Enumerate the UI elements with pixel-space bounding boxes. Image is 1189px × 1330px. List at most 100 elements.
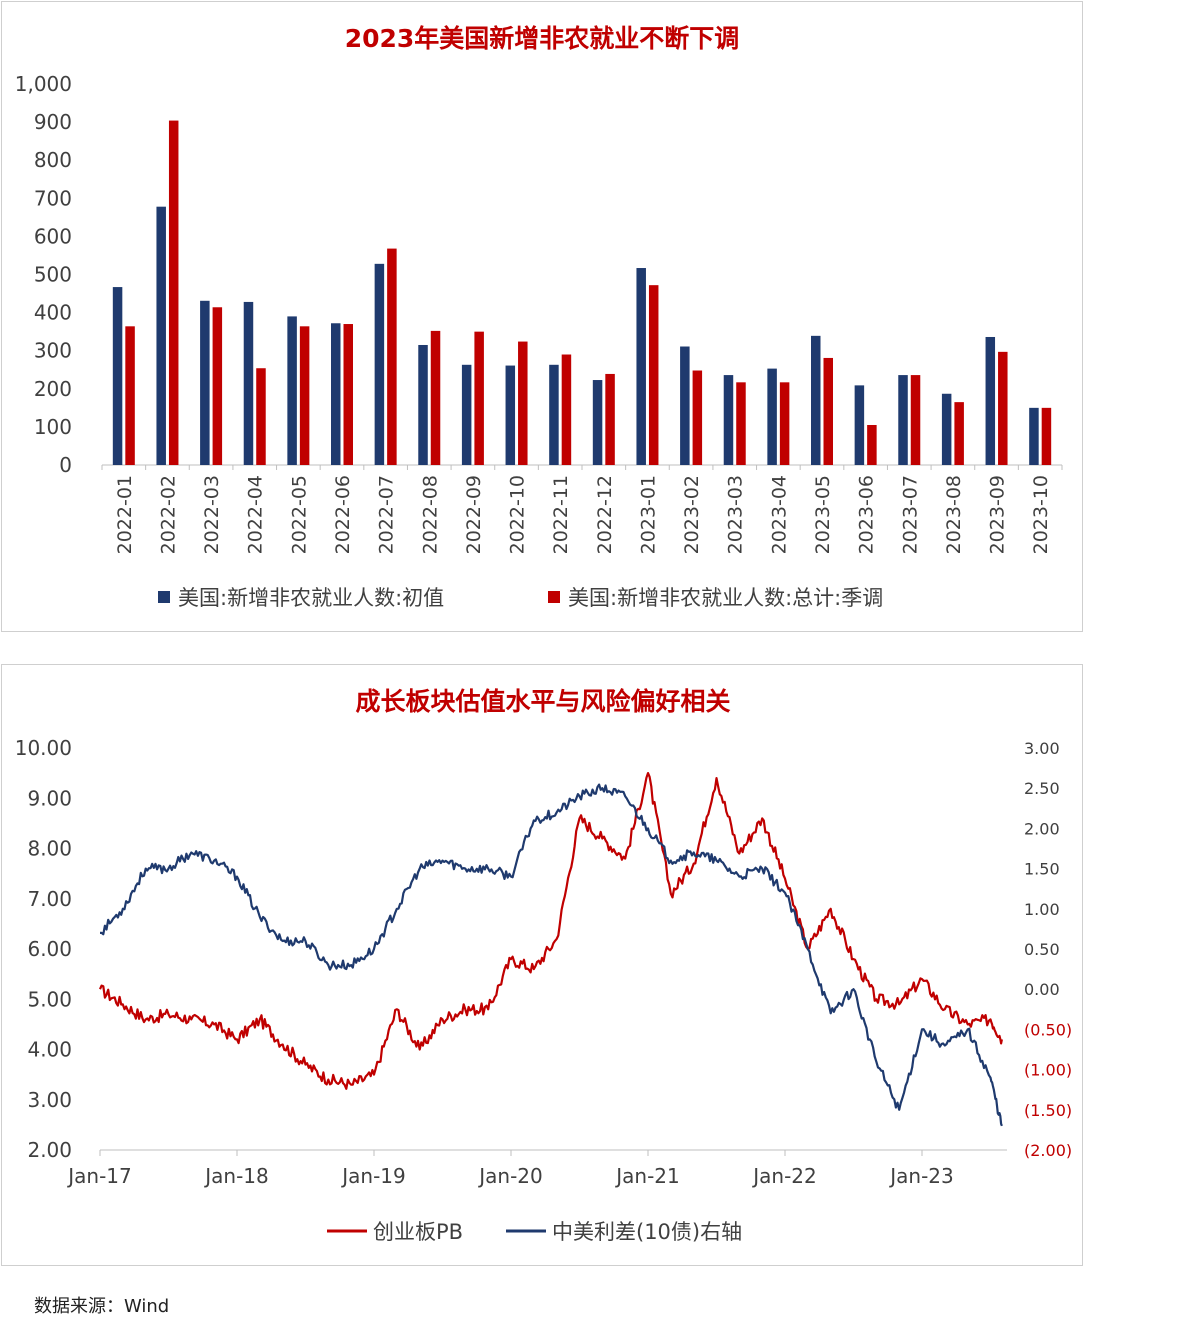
x-tick-label: 2022-04 (245, 475, 267, 554)
x-tick-label: Jan-17 (66, 1164, 132, 1188)
bar (941, 393, 952, 465)
x-tick-label: 2022-12 (594, 475, 616, 554)
line-chart-panel: 成长板块估值水平与风险偏好相关 2.00 3.00 4.00 5.00 6.00 7.00 8… (1, 664, 1083, 1266)
x-tick-label: 2022-06 (332, 475, 354, 554)
x-tick-label: Jan-19 (340, 1164, 406, 1188)
x-tick-label: 2023-03 (725, 475, 747, 554)
bar (811, 335, 821, 465)
y-left-tick-label: 7.00 (27, 887, 72, 911)
y-right-tick-label: (1.00) (1024, 1061, 1072, 1080)
x-tick-label: 2022-05 (288, 475, 310, 554)
y-tick-label: 100 (34, 415, 72, 439)
x-tick-label: Jan-18 (203, 1164, 269, 1188)
y-tick-label: 900 (34, 110, 72, 134)
x-tick-label: 2023-08 (943, 475, 965, 554)
bar (680, 346, 690, 465)
bar-chart-panel: 2023年美国新增非农就业不断下调 0 100 200 300 400 500 600 700 8… (1, 1, 1083, 632)
x-tick-label: 2023-10 (1030, 475, 1052, 554)
series-line-pb (98, 772, 1003, 1090)
bar (898, 375, 908, 465)
legend-label: 美国:新增非农就业人数:总计:季调 (568, 586, 883, 610)
y-right-tick-label: 2.00 (1024, 819, 1060, 838)
x-tick-label: Jan-20 (477, 1164, 543, 1188)
y-left-tick-label: 2.00 (27, 1138, 72, 1162)
y-tick-label: 700 (34, 186, 72, 210)
bar (243, 301, 254, 465)
y-tick-label: 0 (59, 453, 72, 477)
series-line-spread (100, 783, 1003, 1127)
bar (723, 375, 734, 465)
legend-swatch (548, 591, 560, 603)
line-chart: 成长板块估值水平与风险偏好相关 2.00 3.00 4.00 5.00 6.00 7.00 8… (15, 687, 1072, 1244)
y-tick-label: 300 (34, 339, 72, 363)
y-right-tick-label: 1.50 (1024, 860, 1060, 879)
bar (636, 268, 646, 465)
x-tick-label: Jan-23 (888, 1164, 954, 1188)
y-tick-label: 500 (34, 263, 72, 287)
bar (549, 364, 559, 465)
x-tick-label: 2023-09 (987, 475, 1009, 554)
x-tick-label: 2023-04 (768, 475, 790, 554)
bar-chart: 2023年美国新增非农就业不断下调 0 100 200 300 400 500 600 700 8… (15, 24, 1063, 610)
y-left-tick-label: 10.00 (15, 736, 72, 760)
y-tick-label: 400 (34, 301, 72, 325)
x-tick-label: 2022-11 (550, 475, 572, 554)
bar (256, 368, 266, 465)
legend-label: 创业板PB (373, 1220, 463, 1244)
y-right-tick-label: (0.50) (1024, 1020, 1072, 1039)
x-tick-label: 2022-02 (157, 475, 179, 554)
y-left-tick-label: 8.00 (27, 837, 72, 861)
legend-swatch (158, 591, 170, 603)
y-right-tick-label: 2.50 (1024, 779, 1060, 798)
bar (648, 285, 659, 465)
legend-label: 美国:新增非农就业人数:初值 (178, 586, 444, 610)
x-tick-label: 2022-09 (463, 475, 485, 554)
bar (954, 402, 964, 465)
y-right-tick-label: 1.00 (1024, 900, 1060, 919)
x-tick-label: 2022-08 (419, 475, 441, 554)
bar (854, 385, 865, 465)
bar (1029, 407, 1039, 465)
y-tick-label: 600 (34, 224, 72, 248)
y-tick-label: 200 (34, 377, 72, 401)
bar (867, 424, 877, 465)
y-left-tick-label: 9.00 (27, 786, 72, 810)
bar (418, 344, 428, 465)
bar (430, 330, 441, 465)
y-tick-label: 800 (34, 148, 72, 172)
x-tick-label: 2023-02 (681, 475, 703, 554)
y-left-tick-label: 6.00 (27, 937, 72, 961)
y-right-tick-label: 3.00 (1024, 739, 1060, 758)
y-right-tick-label: (2.00) (1024, 1141, 1072, 1160)
bar (331, 323, 341, 465)
y-left-tick-label: 5.00 (27, 987, 72, 1011)
bar (1041, 407, 1052, 465)
x-tick-label: Jan-21 (614, 1164, 680, 1188)
y-right-tick-label: (1.50) (1024, 1101, 1072, 1120)
bar (168, 120, 179, 466)
y-right-tick-label: 0.00 (1024, 980, 1060, 999)
bar (692, 370, 703, 465)
y-right-tick-label: 0.50 (1024, 940, 1060, 959)
bar (910, 375, 921, 465)
bar (767, 368, 777, 465)
bar (736, 382, 746, 465)
chart-title: 成长板块估值水平与风险偏好相关 (355, 687, 730, 716)
x-tick-label: 2023-06 (856, 475, 878, 554)
bar (779, 382, 790, 465)
x-tick-label: 2022-01 (114, 475, 136, 554)
x-tick-label: Jan-22 (751, 1164, 817, 1188)
bar (287, 316, 297, 465)
x-tick-label: 2022-10 (507, 475, 529, 554)
bar (474, 331, 484, 465)
bar (212, 307, 223, 465)
y-tick-label: 1,000 (15, 72, 72, 96)
bar (823, 357, 833, 465)
bar (461, 364, 472, 465)
bar (299, 326, 310, 465)
bar (343, 324, 353, 465)
x-tick-label: 2023-07 (899, 475, 921, 554)
bar (505, 365, 516, 465)
data-source-note: 数据来源：Wind (34, 1296, 170, 1317)
bar (561, 354, 572, 465)
